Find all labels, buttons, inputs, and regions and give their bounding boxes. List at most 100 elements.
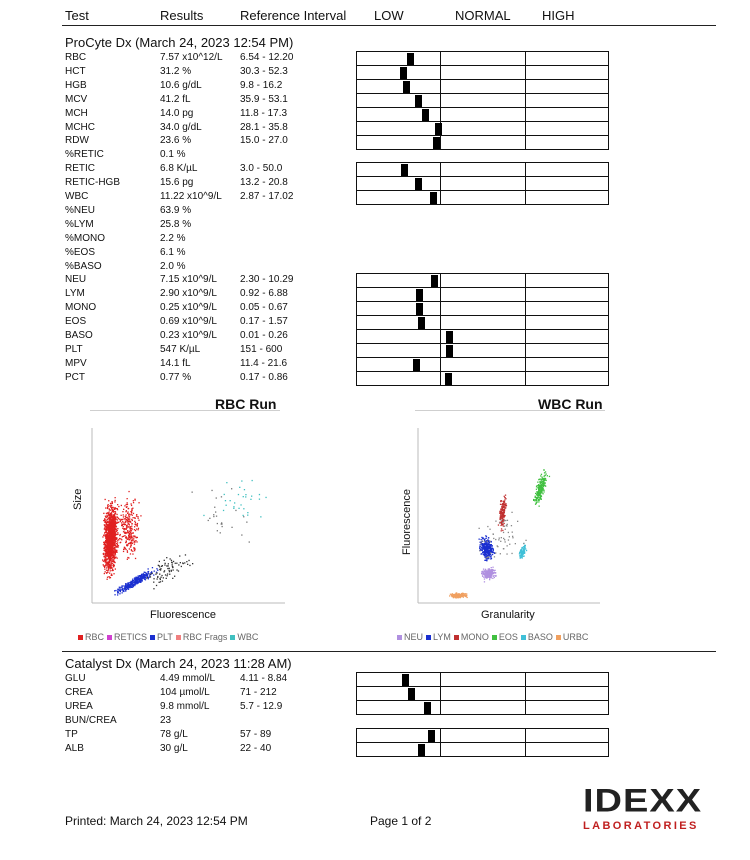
legend-swatch — [107, 635, 113, 641]
test-name: ALB — [65, 743, 84, 754]
result-row: RETIC-HGB 15.6 pg 13.2 - 20.8 — [0, 176, 750, 190]
grid-row-line — [357, 65, 608, 66]
result-value: 30 g/L — [160, 743, 188, 754]
col-high-header: HIGH — [542, 8, 575, 23]
test-name: MPV — [65, 357, 87, 369]
grid-row-line — [357, 742, 608, 743]
reference-interval: 71 - 212 — [240, 687, 277, 698]
result-row: %MONO 2.2 % — [0, 232, 750, 246]
reference-interval: 22 - 40 — [240, 743, 272, 754]
grid-row-line — [357, 135, 608, 136]
result-row: %RETIC 0.1 % — [0, 148, 750, 162]
grid-row-line — [357, 93, 608, 94]
legend-label: RBC — [85, 632, 105, 642]
result-value: 0.77 % — [160, 371, 192, 383]
result-row: LYM 2.90 x10^9/L 0.92 - 6.88 — [0, 287, 750, 301]
rbc-y-label: Size — [72, 488, 84, 510]
range-marker — [416, 289, 424, 301]
test-name: UREA — [65, 701, 93, 712]
test-name: CREA — [65, 687, 93, 698]
result-row: %BASO 2.0 % — [0, 260, 750, 274]
range-marker — [407, 688, 415, 700]
result-value: 7.15 x10^9/L — [160, 274, 217, 286]
test-name: RETIC — [65, 163, 95, 175]
grid-row-line — [357, 315, 608, 316]
test-name: RETIC-HGB — [65, 177, 120, 189]
legend-swatch — [230, 635, 236, 641]
legend-swatch — [78, 635, 83, 641]
result-row: CREA 104 µmol/L 71 - 212 — [0, 686, 750, 700]
result-value: 0.23 x10^9/L — [160, 330, 217, 341]
idexx-logo-sub: LABORATORIES — [583, 820, 699, 832]
result-row: HCT 31.2 % 30.3 - 52.3 — [0, 65, 750, 79]
result-row: BUN/CREA 23 — [0, 714, 750, 728]
result-value: 25.8 % — [160, 218, 192, 230]
range-grid-rbc — [356, 51, 609, 150]
rbc-legend: RBC RETICS PLT RBC Frags WBC — [78, 632, 261, 642]
range-marker — [402, 81, 410, 93]
range-marker — [417, 317, 425, 329]
test-name: RDW — [65, 135, 89, 147]
result-row: %NEU 63.9 % — [0, 204, 750, 218]
reference-interval: 0.05 - 0.67 — [240, 302, 288, 314]
legend-item: BASO — [520, 632, 553, 642]
rbc-plot-rule — [90, 410, 280, 411]
result-row: NEU 7.15 x10^9/L 2.30 - 10.29 — [0, 273, 750, 287]
page-number: Page 1 of 2 — [370, 814, 432, 828]
grid-row-line — [357, 371, 608, 372]
reference-interval: 151 - 600 — [240, 343, 283, 355]
reference-interval: 0.17 - 0.86 — [240, 371, 288, 383]
result-row: PCT 0.77 % 0.17 - 0.86 — [0, 371, 750, 385]
test-name: %RETIC — [65, 149, 104, 161]
legend-swatch — [491, 635, 497, 641]
col-reference-header: Reference Interval — [240, 8, 347, 23]
result-row: MCV 41.2 fL 35.9 - 53.1 — [0, 93, 750, 107]
range-marker — [416, 303, 424, 315]
test-name: GLU — [65, 673, 86, 684]
test-name: BASO — [65, 330, 93, 341]
range-grid-differential — [356, 273, 609, 386]
result-row: ALB 30 g/L 22 - 40 — [0, 742, 750, 756]
result-value: 23.6 % — [160, 135, 192, 147]
reference-interval: 5.7 - 12.9 — [240, 701, 283, 712]
reference-interval: 0.17 - 1.57 — [240, 316, 288, 328]
test-name: MCV — [65, 93, 88, 105]
result-row: MONO 0.25 x10^9/L 0.05 - 0.67 — [0, 301, 750, 315]
test-name: %MONO — [65, 232, 105, 244]
legend-swatch — [175, 635, 181, 641]
reference-interval: 6.54 - 12.20 — [240, 52, 294, 63]
result-value: 7.57 x10^12/L — [160, 52, 223, 63]
range-marker — [415, 178, 423, 190]
result-row: EOS 0.69 x10^9/L 0.17 - 1.57 — [0, 315, 750, 329]
legend-swatch — [426, 635, 432, 641]
result-row: %EOS 6.1 % — [0, 246, 750, 260]
result-value: 78 g/L — [160, 729, 188, 740]
test-name: NEU — [65, 274, 87, 286]
legend-item: RETICS — [107, 632, 147, 642]
legend-swatch — [397, 635, 402, 641]
idexx-logo: IDEXX LABORATORIES — [583, 785, 718, 832]
procyte-section-title: ProCyte Dx (March 24, 2023 12:54 PM) — [65, 35, 294, 50]
range-marker — [444, 373, 452, 385]
range-marker — [415, 95, 423, 107]
legend-swatch — [520, 635, 526, 641]
range-marker — [435, 123, 443, 135]
test-name: MONO — [65, 302, 97, 314]
legend-label: RETICS — [114, 632, 148, 642]
reference-interval: 11.8 - 17.3 — [240, 107, 288, 119]
grid-row-line — [357, 287, 608, 288]
result-row: MCH 14.0 pg 11.8 - 17.3 — [0, 107, 750, 121]
result-value: 2.2 % — [160, 232, 186, 244]
reference-interval: 13.2 - 20.8 — [240, 177, 288, 189]
result-row: RBC 7.57 x10^12/L 6.54 - 12.20 — [0, 51, 750, 65]
grid-row-line — [357, 686, 608, 687]
result-value: 4.49 mmol/L — [160, 673, 216, 684]
result-value: 31.2 % — [160, 65, 192, 77]
grid-divider — [524, 673, 526, 714]
result-value: 9.8 mmol/L — [160, 701, 210, 712]
result-row: HGB 10.6 g/dL 9.8 - 16.2 — [0, 79, 750, 93]
legend-label: NEU — [404, 632, 424, 642]
grid-row-line — [357, 190, 608, 191]
legend-label: MONO — [460, 632, 489, 642]
grid-divider — [440, 52, 442, 149]
